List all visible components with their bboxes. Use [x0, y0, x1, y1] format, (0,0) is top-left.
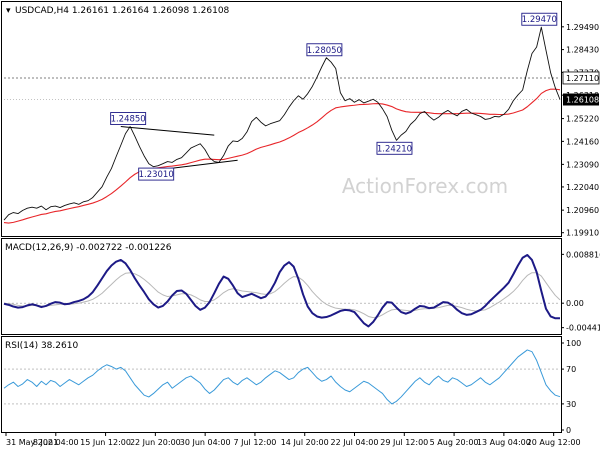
price-annotation-box	[138, 167, 175, 181]
price-annotation-text: 1.24850	[111, 115, 146, 125]
price-y-tick-label: 1.29490	[566, 23, 599, 32]
x-tick-label: 7 Jul 12:00	[233, 438, 276, 447]
price-y-tick-label: 1.28430	[566, 46, 599, 55]
rsi-y-tick-label: 30	[566, 400, 576, 409]
trendline	[120, 126, 215, 136]
price-annotation: 1.28050	[306, 43, 343, 57]
x-tick-label: 13 Aug 04:00	[477, 438, 531, 447]
price-annotation-text: 1.24210	[377, 144, 412, 154]
moving-average-line	[3, 88, 561, 224]
macd-line	[3, 253, 560, 328]
price-line	[3, 26, 561, 221]
x-tick-label: 14 Jul 20:00	[281, 438, 329, 447]
price-y-tick-label: 1.22040	[566, 183, 599, 192]
price-annotation-text: 1.29470	[522, 15, 557, 25]
price-annotation-box	[306, 43, 343, 57]
x-tick-label: 31 May 2021	[6, 438, 58, 447]
rsi-y-tick-label: 100	[566, 339, 581, 348]
rsi-header: RSI(14) 38.2610	[5, 341, 78, 351]
price-annotation: 1.24210	[376, 141, 413, 155]
x-tick-label: 22 Jul 04:00	[331, 438, 379, 447]
current-price-tag-box	[563, 93, 599, 106]
x-tick-label: 5 Aug 20:00	[430, 438, 479, 447]
rsi-y-tick-label: 70	[566, 365, 576, 374]
rsi-panel-frame	[1, 336, 562, 433]
price-annotation-text: 1.23010	[139, 170, 174, 180]
reference-level-tag-box	[562, 71, 600, 85]
macd-y-tick-label: 0.008816	[566, 250, 600, 259]
price-annotation-box	[521, 12, 558, 26]
macd-y-tick-label: 0.00	[566, 299, 584, 308]
chart-layers: 1.294901.284301.273701.263101.252201.241…	[3, 12, 600, 447]
macd-y-tick-label: -0.004416	[566, 324, 600, 333]
price-y-tick-label: 1.24160	[566, 137, 599, 146]
price-annotation-box	[110, 112, 147, 125]
price-y-tick-label: 1.20960	[566, 206, 599, 215]
price-y-tick-label: 1.25220	[566, 115, 599, 124]
rsi-line	[3, 349, 561, 405]
price-annotation-text: 1.28050	[307, 46, 342, 56]
watermark: ActionForex.com	[342, 174, 508, 198]
price-triangle-icon: ▾	[6, 6, 11, 16]
x-tick-label: 22 Jun 20:00	[130, 438, 181, 447]
price-annotation: 1.29470	[521, 12, 558, 26]
reference-level-tag: 1.27110	[562, 71, 600, 85]
x-tick-label: 15 Jun 12:00	[80, 438, 131, 447]
rsi-y-tick-label: 0	[566, 426, 571, 435]
macd-signal-line	[3, 272, 561, 319]
price-annotation-box	[376, 141, 413, 155]
x-tick-label: 8 Jun 04:00	[33, 438, 79, 447]
price-header: USDCAD,H4 1.26161 1.26164 1.26098 1.2610…	[15, 6, 230, 16]
macd-panel-frame	[1, 238, 562, 335]
current-price-tag: 1.26108	[563, 93, 599, 106]
x-tick-label: 20 Aug 12:00	[527, 438, 581, 447]
price-y-tick-label: 1.23090	[566, 160, 599, 169]
price-annotation: 1.23010	[138, 167, 175, 181]
price-annotation: 1.24850	[110, 112, 147, 125]
macd-header: MACD(12,26,9) -0.002722 -0.001226	[5, 243, 172, 253]
reference-level-tag-text: 1.27110	[566, 74, 599, 83]
x-tick-label: 30 Jun 04:00	[180, 438, 231, 447]
price-y-tick-label: 1.19910	[566, 229, 599, 238]
x-tick-label: 29 Jul 12:00	[380, 438, 428, 447]
current-price-tag-text: 1.26108	[566, 95, 599, 104]
